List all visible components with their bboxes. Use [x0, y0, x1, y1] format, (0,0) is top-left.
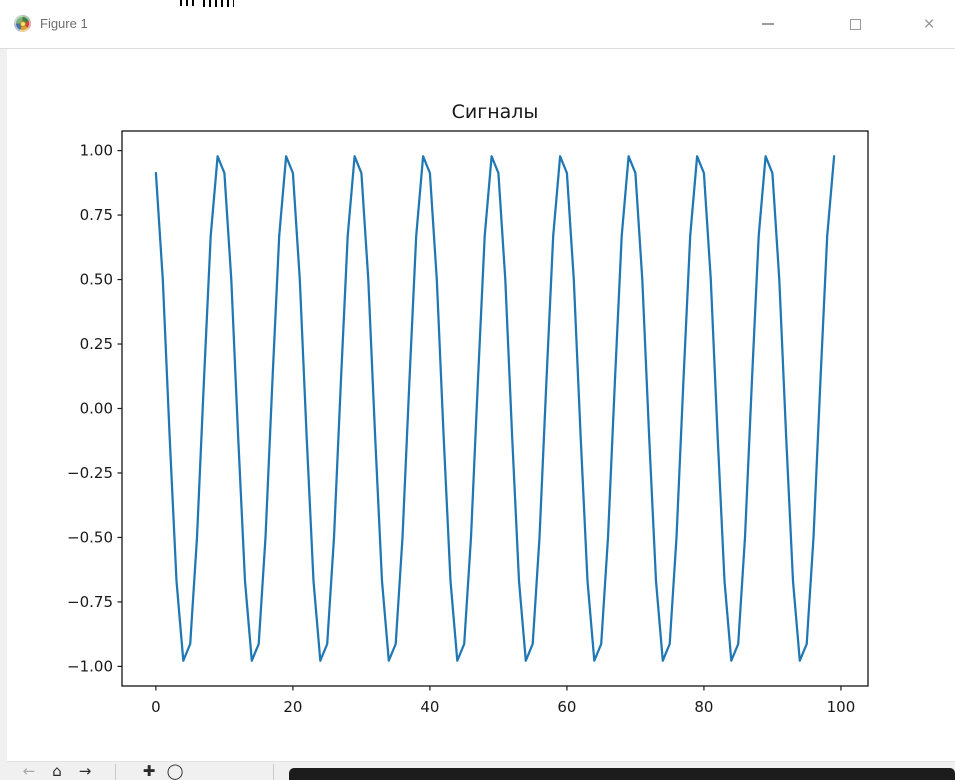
minimize-button[interactable]: [745, 4, 791, 44]
y-tick-label: 0.75: [80, 206, 113, 224]
y-tick-label: −1.00: [67, 657, 113, 675]
x-tick-label: 60: [557, 698, 576, 716]
close-icon: ×: [923, 13, 935, 35]
window-title: Figure 1: [40, 16, 88, 31]
back-button[interactable]: ←: [17, 763, 41, 780]
y-tick-label: 0.50: [80, 271, 113, 289]
y-tick-label: 1.00: [80, 142, 113, 160]
zoom-button[interactable]: ◯: [163, 763, 187, 780]
y-tick-label: −0.50: [67, 528, 113, 546]
toolbar-separator: [115, 764, 116, 780]
background-artifact: [180, 0, 197, 6]
y-tick-label: 0.00: [80, 400, 113, 418]
axes-frame: [121, 130, 869, 687]
pan-button[interactable]: ✚: [137, 763, 161, 780]
x-tick-label: 40: [420, 698, 439, 716]
plot-svg: Сигналы 0 20 40 60 80 100 1.00 0.75 0.50 0.25 0.00 −…: [67, 101, 869, 716]
x-tick-label: 80: [694, 698, 713, 716]
y-tick-label: 0.25: [80, 335, 113, 353]
signal-line: [154, 155, 836, 662]
x-tick-label: 20: [283, 698, 302, 716]
toolbar-dark-bar: [289, 768, 955, 780]
maximize-icon: [849, 18, 861, 30]
maximize-button[interactable]: [832, 4, 878, 44]
figure-canvas: Сигналы 0 20 40 60 80 100 1.00 0.75 0.50 0.25 0.00 −…: [7, 49, 955, 762]
zoom-icon: ◯: [166, 762, 184, 780]
y-tick-label: −0.75: [67, 593, 113, 611]
background-artifact: [203, 0, 234, 7]
back-icon: ←: [22, 762, 36, 780]
home-icon: ⌂: [52, 762, 62, 780]
forward-icon: →: [78, 762, 92, 780]
minimize-icon: [762, 23, 774, 25]
pan-icon: ✚: [142, 762, 156, 780]
title-bar[interactable]: Figure 1 ×: [0, 0, 955, 49]
x-tick-label: 100: [827, 698, 856, 716]
close-button[interactable]: ×: [906, 4, 952, 44]
home-button[interactable]: ⌂: [45, 763, 69, 780]
toolbar-separator: [273, 764, 274, 780]
forward-button[interactable]: →: [73, 763, 97, 780]
matplotlib-logo-icon: [14, 15, 31, 32]
x-tick-label: 0: [151, 698, 161, 716]
y-tick-label: −0.25: [67, 464, 113, 482]
chart-title: Сигналы: [452, 101, 539, 123]
navigation-toolbar: ← ⌂ → ✚ ◯: [7, 761, 955, 780]
